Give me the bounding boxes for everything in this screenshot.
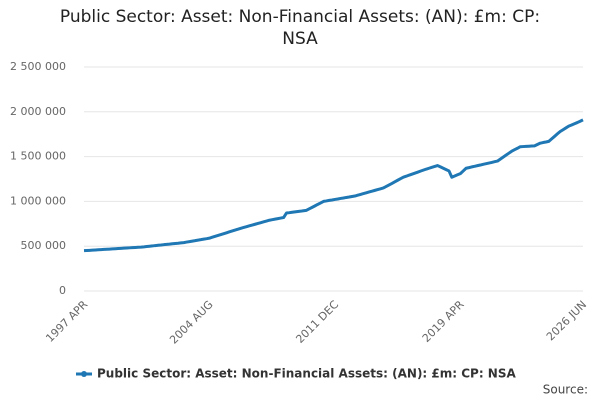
legend-marker [81,371,87,377]
data-line [83,118,584,253]
chart-title: Public Sector: Asset: Non-Financial Asse… [59,7,541,49]
legend-label: Public Sector: Asset: Non-Financial Asse… [97,367,516,381]
y-tick-label: 0 [59,284,66,297]
y-tick-label: 500 000 [21,239,67,252]
x-tick-label: 2026 JUN [544,298,589,343]
x-tick-label: 1997 APR [43,298,90,345]
x-tick-label: 2004 AUG [167,298,216,347]
y-tick-label: 2 000 000 [10,105,66,118]
y-tick-label: 1 500 000 [10,150,66,163]
x-tick-label: 2019 APR [420,298,467,345]
source: Source: [543,383,588,397]
y-tick-label: 1 000 000 [10,194,66,207]
x-tick-label: 2011 DEC [293,298,341,346]
y-tick-label: 2 500 000 [10,60,66,73]
